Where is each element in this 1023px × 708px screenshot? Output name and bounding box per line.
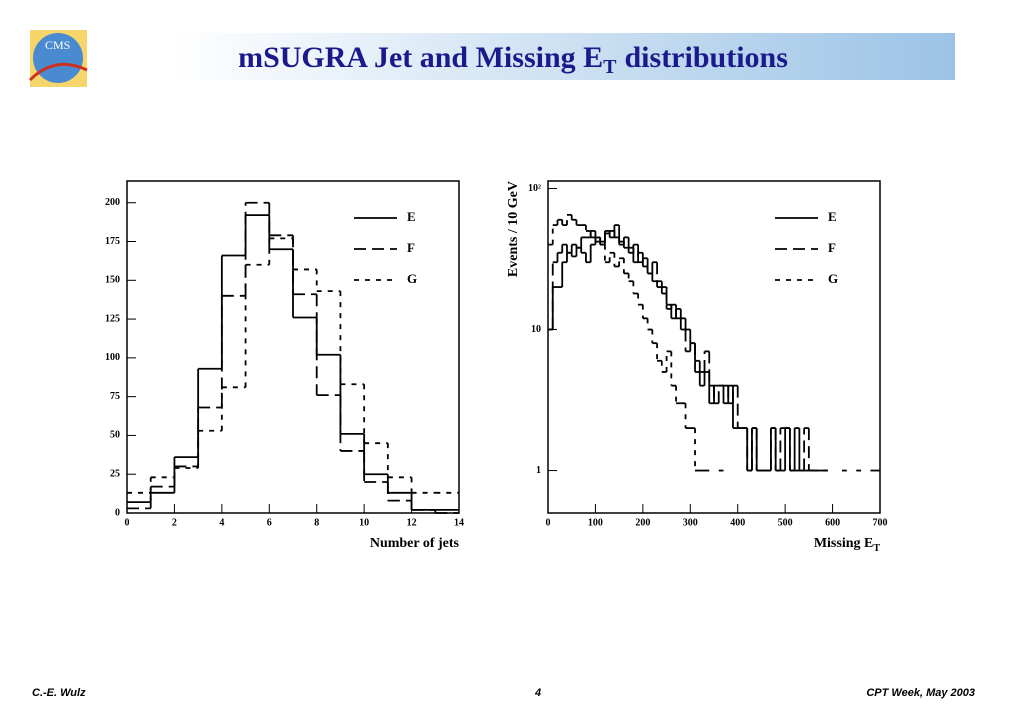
y-tick-label: 75 bbox=[110, 391, 120, 402]
x-tick-label: 200 bbox=[635, 517, 650, 528]
y-tick-label: 10² bbox=[528, 183, 541, 194]
legend-label: E bbox=[407, 209, 416, 224]
y-tick-label: 50 bbox=[110, 430, 120, 441]
plot-frame bbox=[126, 180, 460, 514]
x-axis-label-sub: T bbox=[873, 543, 880, 554]
plot-frame bbox=[547, 180, 881, 514]
legend-label: G bbox=[407, 271, 417, 286]
y-tick-label: 200 bbox=[105, 197, 120, 208]
title-end: distributions bbox=[625, 41, 788, 74]
x-tick-label: 0 bbox=[546, 517, 551, 528]
title: mSUGRA Jet and Missing ET distributions bbox=[238, 41, 788, 78]
y-tick-label: 0 bbox=[115, 507, 120, 518]
legend-label: F bbox=[828, 240, 836, 255]
y-axis-label: Events / 10 GeV bbox=[506, 181, 521, 277]
x-tick-label: 6 bbox=[267, 517, 272, 528]
y-tick-label: 175 bbox=[105, 236, 120, 247]
y-tick-label: 25 bbox=[110, 469, 120, 480]
title-bar bbox=[170, 33, 955, 80]
legend-label: G bbox=[828, 271, 838, 286]
x-tick-label: 8 bbox=[314, 517, 319, 528]
y-tick-label: 125 bbox=[105, 313, 120, 324]
x-tick-label: 400 bbox=[730, 517, 745, 528]
logo-text: CMS bbox=[45, 38, 70, 52]
x-tick-label: 600 bbox=[825, 517, 840, 528]
x-tick-label: 14 bbox=[454, 517, 464, 528]
x-tick-label: 4 bbox=[219, 517, 224, 528]
x-axis-label-main: Missing E bbox=[814, 536, 874, 551]
x-axis-label: Number of jets bbox=[370, 536, 460, 551]
x-tick-label: 0 bbox=[125, 517, 130, 528]
y-tick-label: 150 bbox=[105, 275, 120, 286]
legend-label: F bbox=[407, 240, 415, 255]
title-sub: T bbox=[603, 56, 617, 78]
y-tick-label: 10 bbox=[531, 324, 541, 335]
x-tick-label: 100 bbox=[588, 517, 603, 528]
footer-right: CPT Week, May 2003 bbox=[866, 687, 975, 699]
footer-left: C.-E. Wulz bbox=[32, 687, 86, 699]
x-tick-label: 10 bbox=[359, 517, 369, 528]
logo: CMS bbox=[28, 30, 88, 87]
x-tick-label: 700 bbox=[873, 517, 888, 528]
legend-label: E bbox=[828, 209, 837, 224]
x-tick-label: 500 bbox=[778, 517, 793, 528]
x-axis-label-main: Number of jets bbox=[370, 536, 460, 551]
title-main: mSUGRA Jet and Missing E bbox=[238, 41, 603, 74]
x-tick-label: 300 bbox=[683, 517, 698, 528]
footer-center: 4 bbox=[534, 687, 541, 699]
y-tick-label: 100 bbox=[105, 352, 120, 363]
x-axis-label: Missing ET bbox=[814, 536, 881, 554]
x-tick-label: 12 bbox=[407, 517, 417, 528]
x-tick-label: 2 bbox=[172, 517, 177, 528]
y-tick-label: 1 bbox=[536, 465, 541, 476]
